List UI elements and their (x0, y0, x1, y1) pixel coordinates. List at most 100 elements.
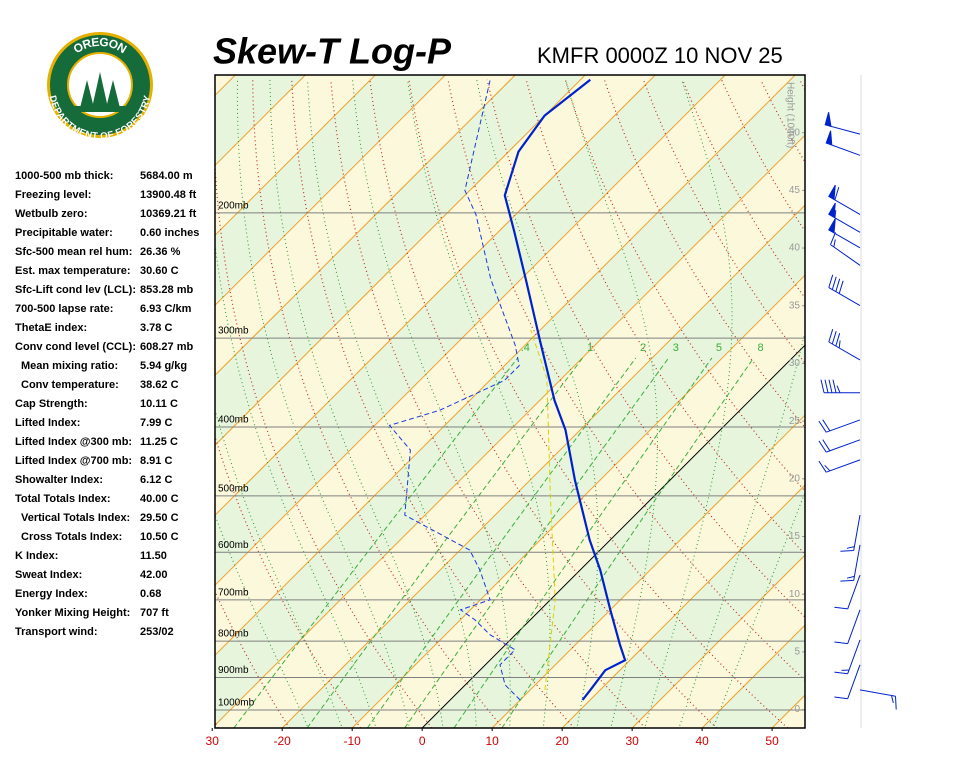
logo-tree (80, 80, 94, 108)
stat-label: K Index: (15, 550, 58, 562)
plot-frame (214, 74, 806, 729)
dry-adiabat (486, 79, 805, 618)
wind-barb (834, 664, 861, 700)
x-tick-label: 40 (695, 734, 709, 748)
dry-adiabat (917, 80, 960, 728)
height-axis-label: Height (1000ft) (784, 82, 795, 148)
wind-barb (840, 544, 861, 582)
sounding-trace (388, 79, 521, 701)
stat-label: Lifted Index: (15, 417, 80, 429)
stat-label: Precipitable water: (15, 227, 113, 239)
stat-value: 13900.48 ft (140, 189, 197, 201)
isotherm (215, 75, 796, 656)
stat-label: Est. max temperature: (15, 265, 131, 277)
isotherm (281, 204, 805, 728)
sounding-trace (530, 329, 556, 690)
stat-label: 700-500 lapse rate: (15, 303, 113, 315)
height-label: 5 (794, 646, 800, 657)
isotherm (215, 75, 376, 236)
moist-adiabat (678, 329, 805, 728)
wind-barb (818, 459, 861, 473)
stat-value: 6.12 C (140, 474, 172, 486)
logo-ground (74, 106, 126, 112)
stat-value: 707 ft (140, 607, 169, 619)
stat-value: 11.25 C (140, 436, 178, 448)
height-label: 30 (789, 358, 801, 369)
wind-barb (834, 609, 861, 645)
stat-value: 26.36 % (140, 246, 181, 258)
dry-adiabat (799, 79, 805, 91)
wind-barb (828, 202, 861, 233)
wind-barb (859, 689, 897, 710)
stat-label: Lifted Index @700 mb: (15, 455, 132, 467)
x-tick-label: 20 (555, 734, 569, 748)
mixing-ratio-label: 8 (757, 342, 763, 354)
mixing-ratio-label: 5 (716, 342, 722, 354)
logo: OREGON DEPARTMENT OF FORESTRY (47, 32, 153, 142)
stat-label: Transport wind: (15, 626, 98, 638)
title: Skew-T Log-P (213, 31, 452, 72)
stat-label: Total Totals Index: (15, 493, 111, 505)
stat-value: 3.78 C (140, 322, 172, 334)
height-label: 35 (789, 300, 801, 311)
stat-value: 8.91 C (140, 455, 172, 467)
stats-table: 1000-500 mb thick: 5684.00 m Freezing leve… (15, 170, 199, 638)
stat-value: 10.11 C (140, 398, 178, 410)
stat-label: Conv temperature: (21, 379, 119, 391)
mixing-ratio-line (366, 357, 637, 728)
stat-label: 1000-500 mb thick: (15, 170, 113, 182)
mixing-ratio-line (501, 357, 755, 728)
stat-value: 5.94 g/kg (140, 360, 187, 372)
isotherm (561, 484, 805, 728)
isotherm (215, 134, 805, 726)
x-tick-label: 30 (625, 734, 639, 748)
wind-barb (828, 329, 861, 361)
isotherm (215, 75, 586, 446)
freezing-isotherm (421, 344, 805, 728)
pressure-label: 400mb (218, 415, 249, 426)
stat-value: 11.50 (140, 550, 167, 562)
mixing-ratio-line (453, 357, 713, 728)
stat-value: 10369.21 ft (140, 208, 197, 220)
stat-value: 10.50 C (140, 531, 179, 543)
x-tick-label: 10 (485, 734, 499, 748)
mixing-ratio-label: 2 (640, 342, 646, 354)
isotherm (215, 75, 446, 306)
dry-adiabat (369, 79, 717, 728)
stat-value: 853.28 mb (140, 284, 193, 296)
stat-label: Sweat Index: (15, 569, 82, 581)
x-tick-label: 30 (206, 734, 220, 748)
mixing-ratio-label: 1 (587, 342, 593, 354)
stat-value: 5684.00 m (140, 170, 193, 182)
dry-adiabat (956, 80, 960, 728)
pressure-label: 700mb (218, 587, 249, 598)
moist-adiabat (712, 491, 805, 728)
wind-barb (828, 218, 861, 249)
pressure-label: 800mb (218, 629, 249, 640)
wind-barb (818, 439, 861, 453)
mixing-ratio-label: 3 (673, 342, 679, 354)
stat-value: 7.99 C (140, 417, 172, 429)
dry-adiabat (252, 79, 504, 728)
isotherm-band (215, 75, 805, 726)
isotherm-band (842, 75, 960, 728)
height-label: 10 (789, 589, 801, 600)
wind-barb (818, 419, 861, 433)
height-label: 50 (789, 127, 801, 138)
moist-adiabat (476, 79, 599, 728)
stat-value: 608.27 mb (140, 341, 193, 353)
diagram-background (215, 75, 960, 728)
dry-adiabat (878, 80, 960, 728)
station: KMFR 0000Z 10 NOV 25 (537, 43, 783, 68)
stat-label: Sfc-500 mean rel hum: (15, 246, 132, 258)
logo-tree (92, 72, 108, 108)
x-tick-label: 50 (765, 734, 779, 748)
stat-label: Conv cond level (CCL): (15, 341, 136, 353)
stat-label: ThetaE index: (15, 322, 87, 334)
moist-adiabat (215, 407, 343, 728)
stat-label: Showalter Index: (15, 474, 103, 486)
stat-value: 30.60 C (140, 265, 179, 277)
pressure-label: 300mb (218, 326, 249, 337)
stat-value: 29.50 C (140, 512, 179, 524)
